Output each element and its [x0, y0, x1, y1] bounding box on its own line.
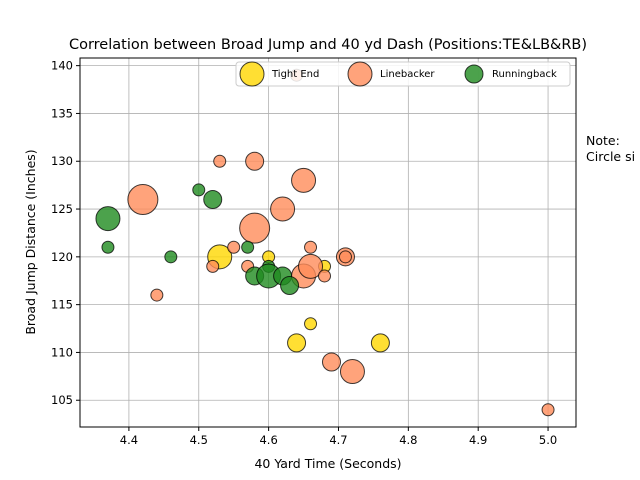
data-point: [206, 259, 220, 273]
data-point: [339, 359, 365, 385]
legend-marker: [239, 61, 265, 87]
data-point: [338, 250, 352, 264]
data-point: [370, 333, 390, 353]
legend-marker: [347, 61, 373, 87]
data-point: [304, 240, 318, 254]
x-tick-label: 5.0: [539, 433, 557, 447]
y-tick-label: 130: [51, 154, 73, 168]
x-tick-label: 4.8: [399, 433, 417, 447]
data-point: [213, 154, 227, 168]
data-point: [203, 189, 223, 209]
data-point: [291, 167, 317, 193]
data-point: [304, 317, 318, 331]
data-point: [280, 276, 300, 296]
data-point: [164, 250, 178, 264]
y-tick-label: 115: [51, 298, 73, 312]
plot-frame: [79, 57, 577, 428]
y-tick-label: 125: [51, 202, 73, 216]
y-tick-label: 135: [51, 106, 73, 120]
chart-title: Correlation between Broad Jump and 40 yd…: [69, 37, 587, 53]
x-tick-label: 4.6: [259, 433, 277, 447]
legend-label: Tight End: [271, 69, 319, 80]
data-point: [101, 240, 115, 254]
series-runningback: [95, 183, 300, 296]
y-tick-label: 120: [51, 250, 73, 264]
legend-label: Runningback: [492, 69, 557, 80]
x-tick-label: 4.4: [120, 433, 138, 447]
x-tick-label: 4.5: [190, 433, 208, 447]
data-point: [298, 253, 324, 279]
x-tick-label: 4.7: [329, 433, 347, 447]
data-point: [192, 183, 206, 197]
legend-marker: [464, 64, 484, 84]
data-point: [318, 269, 332, 283]
legend-label: Linebacker: [380, 69, 435, 80]
y-tick-label: 105: [51, 393, 73, 407]
note-line-2: Circle si: [586, 149, 635, 164]
data-point: [239, 212, 271, 244]
data-point: [95, 206, 121, 232]
data-point: [241, 240, 255, 254]
x-tick-label: 4.9: [469, 433, 487, 447]
y-axis-label: Broad Jump Distance (Inches): [23, 149, 38, 334]
data-point: [245, 151, 265, 171]
data-point: [541, 403, 555, 417]
axis-ticks: 4.4 4.5 4.6 4.7 4.8 4.9 5.0 105 110 115 120 125 130 1…: [51, 59, 557, 447]
data-point: [321, 352, 341, 372]
note-line-1: Note:: [586, 133, 620, 148]
data-point: [270, 196, 296, 222]
legend: Tight End Linebacker Runningback: [235, 61, 571, 87]
legend-box: [235, 61, 571, 87]
data-points: [95, 68, 555, 417]
data-point: [227, 240, 241, 254]
data-point: [287, 333, 307, 353]
y-tick-label: 110: [51, 345, 73, 359]
x-axis-label: 40 Yard Time (Seconds): [254, 456, 401, 471]
data-point: [127, 183, 159, 215]
data-point: [150, 288, 164, 302]
y-tick-label: 140: [51, 59, 73, 73]
